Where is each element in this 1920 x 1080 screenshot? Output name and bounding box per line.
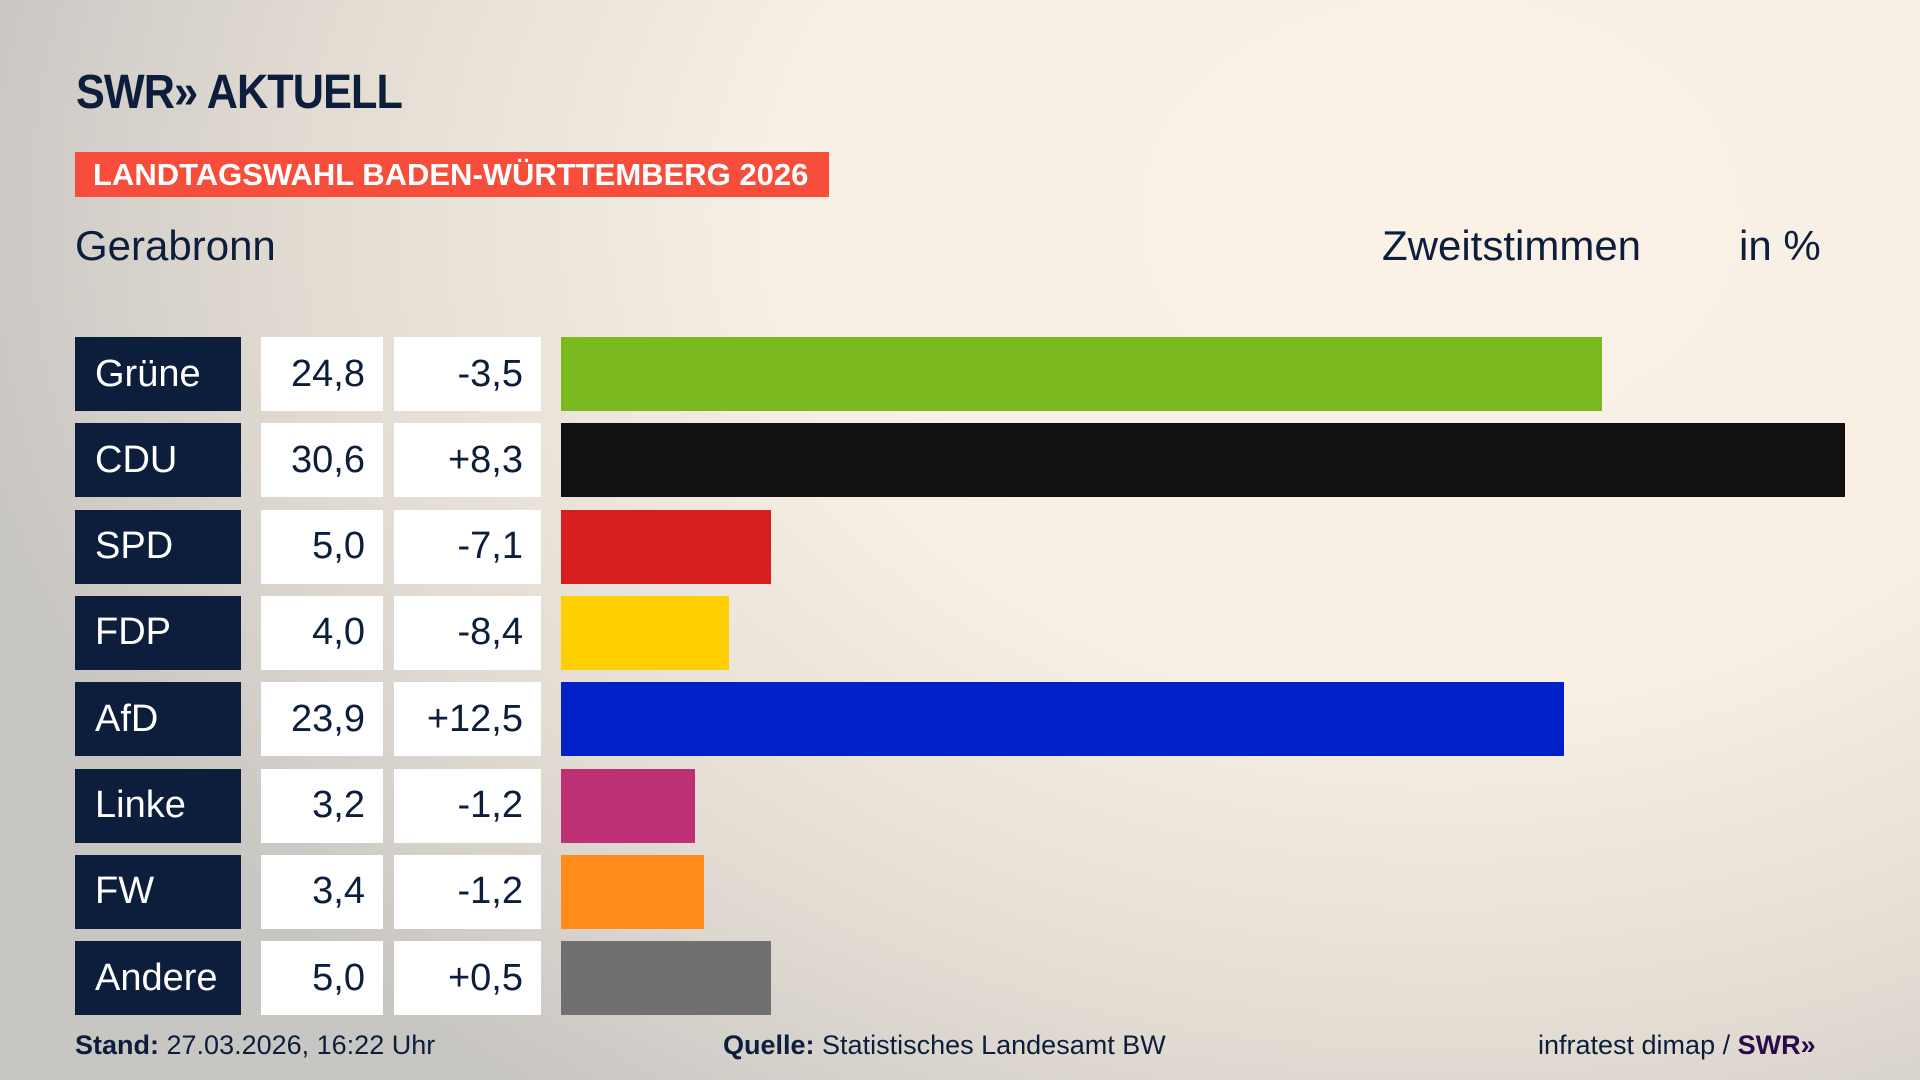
bar-andere <box>561 941 771 1016</box>
party-label: Andere <box>75 941 241 1016</box>
party-row: Grüne 24,8 -3,5 <box>0 337 1920 411</box>
change-label: -8,4 <box>394 595 541 670</box>
value-label: 3,4 <box>261 854 383 929</box>
value-label: 24,8 <box>261 337 383 411</box>
bar-fdp <box>561 595 729 670</box>
party-label: Linke <box>75 768 241 843</box>
value-label: 5,0 <box>261 941 383 1016</box>
change-label: -7,1 <box>394 509 541 584</box>
stand-value: 27.03.2026, 16:22 Uhr <box>166 1030 436 1060</box>
party-row: FDP 4,0 -8,4 <box>0 595 1920 670</box>
source-value: Statistisches Landesamt BW <box>822 1030 1166 1060</box>
party-label: SPD <box>75 509 241 584</box>
change-label: +12,5 <box>394 682 541 757</box>
credit-text: infratest dimap / <box>1538 1030 1731 1060</box>
stand-info: Stand: 27.03.2026, 16:22 Uhr <box>75 1030 435 1061</box>
value-label: 30,6 <box>261 423 383 498</box>
party-row: Andere 5,0 +0,5 <box>0 941 1920 1016</box>
bar-afd <box>561 682 1564 757</box>
bar-grüne <box>561 337 1602 411</box>
credit-info: infratest dimap / SWR» <box>1538 1030 1816 1061</box>
change-label: -1,2 <box>394 854 541 929</box>
source-label: Quelle: <box>723 1030 815 1060</box>
party-row: AfD 23,9 +12,5 <box>0 682 1920 757</box>
value-label: 4,0 <box>261 595 383 670</box>
stand-label: Stand: <box>75 1030 159 1060</box>
change-label: +0,5 <box>394 941 541 1016</box>
value-label: 23,9 <box>261 682 383 757</box>
party-label: CDU <box>75 423 241 498</box>
change-label: -1,2 <box>394 768 541 843</box>
value-label: 5,0 <box>261 509 383 584</box>
party-row: Linke 3,2 -1,2 <box>0 768 1920 843</box>
bar-cdu <box>561 423 1845 498</box>
party-row: FW 3,4 -1,2 <box>0 854 1920 929</box>
metric-label: Zweitstimmen <box>1382 222 1642 269</box>
party-row: SPD 5,0 -7,1 <box>0 509 1920 584</box>
party-label: Grüne <box>75 337 241 411</box>
party-label: AfD <box>75 682 241 757</box>
swr-aktuell-logo: SWR» AKTUELL <box>76 65 403 119</box>
party-row: CDU 30,6 +8,3 <box>0 423 1920 498</box>
change-label: -3,5 <box>394 337 541 411</box>
value-label: 3,2 <box>261 768 383 843</box>
bar-spd <box>561 509 771 584</box>
swr-logo: SWR» <box>1737 1030 1816 1060</box>
place-title: Gerabronn <box>75 222 276 269</box>
party-label: FW <box>75 854 241 929</box>
source-info: Quelle: Statistisches Landesamt BW <box>723 1030 1166 1061</box>
unit-label: in % <box>1739 222 1821 269</box>
bar-linke <box>561 768 696 843</box>
election-banner: LANDTAGSWAHL BADEN-WÜRTTEMBERG 2026 <box>75 152 829 197</box>
bar-fw <box>561 854 704 929</box>
party-label: FDP <box>75 595 241 670</box>
change-label: +8,3 <box>394 423 541 498</box>
